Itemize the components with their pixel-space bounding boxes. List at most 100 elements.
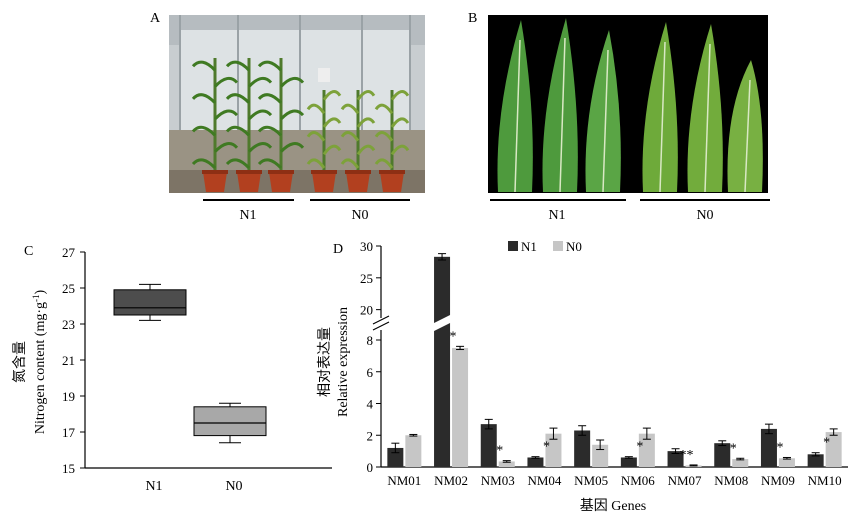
- error-bar: [391, 442, 400, 454]
- plant: [374, 90, 410, 192]
- plant: [225, 58, 273, 192]
- category-label: NM04: [527, 473, 561, 488]
- bar-n1: [760, 428, 777, 467]
- error-bar: [578, 425, 587, 436]
- significance-mark: *: [543, 440, 550, 455]
- bar-n1: [714, 443, 731, 467]
- bar-n0: [592, 444, 609, 467]
- bar-n0: [545, 433, 562, 467]
- plant: [257, 58, 305, 192]
- panel-c-ylabel-en: Nitrogen content (mg·g-1): [31, 289, 48, 434]
- significance-mark: *: [730, 441, 737, 456]
- significance-mark: *: [776, 440, 783, 455]
- significance-mark: *: [823, 436, 830, 451]
- panel-c-letter: C: [24, 244, 33, 259]
- error-bar: [718, 440, 727, 447]
- category-label: NM05: [574, 473, 608, 488]
- panel-b-letter: B: [468, 11, 477, 26]
- y-tick-label: 6: [367, 365, 374, 380]
- panel-a-letter: A: [150, 11, 161, 26]
- error-bar: [829, 428, 838, 436]
- error-bar: [624, 456, 633, 459]
- error-bar: [671, 448, 680, 455]
- panel-d-ylabel-cn: 相对表达量: [317, 327, 333, 397]
- bar-n1: [667, 451, 684, 467]
- bar-break-mark: [432, 314, 453, 332]
- y-tick-label: 27: [62, 245, 76, 260]
- plant: [340, 90, 376, 192]
- category-label: N1: [145, 479, 162, 494]
- error-bar: [736, 457, 745, 461]
- y-tick-label: 19: [62, 389, 75, 404]
- category-label: N0: [225, 479, 242, 494]
- error-bar: [782, 456, 791, 460]
- bar-n0: [825, 432, 842, 467]
- plant: [191, 58, 239, 192]
- significance-mark: *: [636, 440, 643, 455]
- box-iqr: [113, 289, 187, 316]
- category-label: NM03: [481, 473, 515, 488]
- leaf: [642, 22, 678, 193]
- bar-n1: [574, 430, 591, 467]
- category-label: NM08: [714, 473, 748, 488]
- panel-a-n1-label: N1: [239, 208, 256, 223]
- box-n0: [193, 402, 267, 444]
- error-bar: [438, 253, 447, 261]
- significance-mark: *: [496, 444, 503, 459]
- panel-d-xlabel: 基因 Genes: [580, 497, 647, 514]
- panel-c-ylabel-cn: 氮含量: [12, 341, 28, 383]
- leaf: [542, 18, 578, 193]
- leaf: [497, 20, 533, 193]
- panel-d-ylabel-en: Relative expression: [336, 307, 351, 417]
- leaf: [687, 24, 723, 193]
- y-tick-label: 20: [360, 303, 373, 318]
- error-bar: [531, 456, 540, 459]
- panel-d-legend: N1 N0: [508, 239, 582, 254]
- significance-mark: **: [680, 448, 694, 463]
- bar-n1: [527, 457, 544, 467]
- y-tick-label: 17: [62, 425, 76, 440]
- box-n1: [113, 283, 187, 321]
- bar-n0: [498, 461, 515, 467]
- category-label: NM10: [808, 473, 842, 488]
- panel-a-n0-label: N0: [351, 208, 368, 223]
- panel-b-n0-label: N0: [696, 208, 713, 223]
- significance-mark: *: [450, 329, 457, 344]
- bar-n0: [405, 435, 422, 467]
- category-label: NM09: [761, 473, 795, 488]
- y-tick-label: 4: [367, 397, 374, 412]
- y-tick-label: 21: [62, 353, 75, 368]
- y-tick-label: 0: [367, 460, 374, 475]
- bar-n1: [620, 457, 637, 467]
- error-bar: [642, 427, 651, 440]
- leaf: [727, 60, 763, 193]
- category-label: NM06: [621, 473, 655, 488]
- error-bar: [502, 460, 511, 463]
- bar-n0: [732, 459, 749, 467]
- panel-d-letter: D: [333, 242, 343, 257]
- legend-swatch: [553, 241, 563, 251]
- bar-n0: [452, 347, 469, 467]
- plant: [306, 90, 342, 192]
- leaf: [585, 30, 621, 193]
- panel-b-photo: [488, 15, 768, 193]
- bar-n1: [480, 424, 497, 467]
- y-tick-label: 15: [62, 461, 75, 476]
- error-bar: [484, 418, 493, 430]
- box-iqr: [193, 406, 267, 437]
- y-tick-label: 23: [62, 317, 75, 332]
- category-label: NM02: [434, 473, 468, 488]
- category-label: NM01: [387, 473, 421, 488]
- y-tick-label: 25: [62, 281, 75, 296]
- panel-d-chart: 相对表达量 Relative expression 基因 Genes 0 2 4 6 8…: [317, 239, 848, 514]
- error-bar: [456, 345, 465, 351]
- error-bar: [811, 452, 820, 457]
- panel-c-chart: 氮含量 Nitrogen content (mg·g-1) 15 17 19 21 23…: [12, 245, 332, 494]
- category-label: NM07: [668, 473, 702, 488]
- bar-n1: [807, 454, 824, 467]
- y-tick-label: 25: [360, 271, 373, 286]
- bar-n1: [434, 256, 451, 467]
- y-tick-label: 2: [367, 428, 374, 443]
- panel-a-photo: [169, 15, 425, 193]
- error-bar: [596, 439, 605, 451]
